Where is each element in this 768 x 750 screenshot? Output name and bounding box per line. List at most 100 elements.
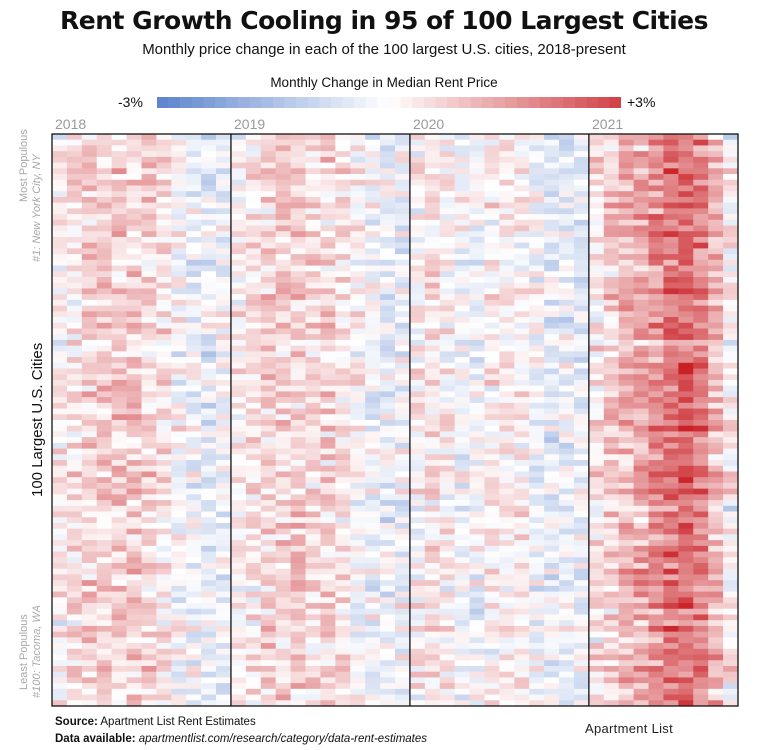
heatmap-cell (693, 202, 709, 209)
heatmap-cell (260, 191, 277, 198)
heatmap-cell (275, 345, 292, 352)
heatmap-cell (529, 196, 545, 204)
heatmap-cell (544, 608, 560, 615)
heatmap-cell (573, 294, 590, 301)
data-link[interactable]: apartmentlist.com/research/category/data… (138, 733, 428, 745)
heatmap-cell (573, 202, 590, 209)
heatmap-cell (365, 265, 381, 272)
heatmap-cell (439, 242, 456, 249)
heatmap-cell (350, 277, 366, 284)
heatmap-cell (245, 351, 262, 358)
heatmap-cell (454, 305, 470, 312)
heatmap-cell (380, 139, 396, 146)
heatmap-cell (648, 214, 664, 221)
heatmap-cell (141, 402, 157, 409)
heatmap-cell (633, 299, 649, 306)
heatmap-cell (484, 700, 500, 707)
heatmap-cell (514, 522, 530, 530)
heatmap-cell (603, 368, 620, 375)
heatmap-cell (663, 185, 679, 192)
heatmap-cell (424, 345, 441, 352)
heatmap-cell (141, 643, 157, 650)
heatmap-cell (126, 597, 142, 604)
heatmap-cell (305, 397, 321, 404)
heatmap-cell (260, 460, 277, 467)
heatmap-cell (559, 208, 575, 215)
heatmap-cell (708, 665, 724, 673)
heatmap-cell (424, 294, 441, 301)
heatmap-cell (156, 231, 172, 238)
heatmap-cell (648, 534, 664, 541)
heatmap-cell (201, 339, 217, 347)
heatmap-cell (201, 460, 217, 467)
heatmap-cell (52, 511, 68, 518)
heatmap-cell (230, 236, 247, 244)
heatmap-cell (723, 477, 739, 484)
heatmap-cell (141, 580, 157, 587)
heatmap-cell (350, 282, 366, 289)
heatmap-cell (663, 477, 679, 484)
heatmap-cell (365, 225, 381, 232)
color-scale-step (435, 97, 448, 108)
heatmap-cell (216, 134, 232, 141)
heatmap-cell (678, 540, 694, 547)
heatmap-cell (156, 214, 172, 221)
heatmap-cell (96, 540, 113, 547)
heatmap-cell (365, 191, 381, 198)
heatmap-cell (693, 334, 709, 341)
heatmap-cell (230, 557, 247, 564)
heatmap-cell (559, 648, 575, 655)
heatmap-cell (260, 494, 277, 501)
heatmap-cell (320, 225, 336, 232)
heatmap-cell (633, 139, 649, 146)
heatmap-cell (573, 574, 590, 581)
heatmap-cell (559, 665, 575, 673)
heatmap-cell (454, 585, 470, 592)
heatmap-cell (245, 643, 262, 650)
heatmap-cell (171, 414, 187, 421)
heatmap-cell (305, 305, 321, 312)
heatmap-cell (588, 259, 605, 266)
heatmap-cell (81, 694, 98, 701)
heatmap-cell (186, 408, 202, 415)
heatmap-cell (186, 477, 202, 484)
heatmap-cell (141, 442, 157, 449)
heatmap-cell (141, 368, 157, 375)
heatmap-cell (380, 580, 396, 587)
heatmap-cell (186, 414, 202, 421)
heatmap-cell (395, 374, 411, 381)
heatmap-cell (633, 517, 649, 524)
heatmap-cell (320, 259, 336, 266)
heatmap-cell (395, 528, 411, 535)
heatmap-cell (484, 134, 500, 141)
heatmap-cell (588, 488, 605, 495)
heatmap-cell (230, 259, 247, 266)
heatmap-cell (409, 471, 426, 478)
heatmap-cell (588, 305, 605, 312)
heatmap-cell (618, 488, 635, 495)
heatmap-cell (395, 580, 411, 587)
heatmap-cell (141, 202, 157, 209)
heatmap-cell (186, 254, 202, 261)
heatmap-cell (52, 168, 68, 175)
heatmap-cell (66, 460, 83, 467)
heatmap-cell (141, 517, 157, 524)
heatmap-cell (618, 431, 635, 438)
heatmap-cell (96, 174, 113, 181)
heatmap-cell (260, 265, 277, 272)
heatmap-cell (588, 379, 605, 387)
heatmap-cell (126, 271, 142, 278)
heatmap-cell (603, 282, 620, 289)
heatmap-cell (171, 179, 187, 186)
heatmap-cell (424, 545, 441, 552)
heatmap-cell (186, 236, 202, 244)
heatmap-cell (230, 420, 247, 427)
heatmap-cell (52, 179, 68, 186)
heatmap-cell (111, 225, 127, 232)
heatmap-cell (678, 202, 694, 209)
heatmap-cell (365, 545, 381, 552)
y-axis-label: 100 Largest U.S. Cities (29, 342, 46, 497)
heatmap-cell (395, 351, 411, 358)
heatmap-cell (544, 345, 560, 352)
heatmap-cell (66, 448, 83, 455)
